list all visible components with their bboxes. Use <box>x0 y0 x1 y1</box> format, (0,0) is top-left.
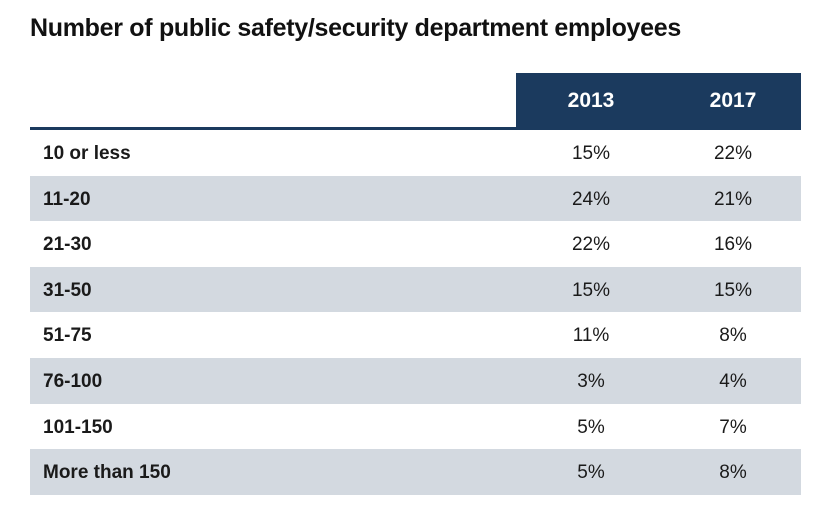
row-label: 11-20 <box>43 188 91 210</box>
table-body: 10 or less 15% 22% 11-20 24% 21% 21-30 22% 16% 31… <box>30 130 801 495</box>
row-label: More than 150 <box>43 462 171 484</box>
value-2013: 15% <box>571 143 611 164</box>
value-2013: 5% <box>577 416 605 438</box>
row-label: 31-50 <box>43 279 92 301</box>
value-2017: 16% <box>713 234 753 256</box>
value-2013: 24% <box>571 188 611 210</box>
column-header-2013: 2013 <box>567 89 615 112</box>
value-2017: 22% <box>713 143 753 164</box>
value-2013: 15% <box>571 279 611 301</box>
row-label: 10 or less <box>43 143 131 164</box>
table-row: 10 or less 15% 22% <box>30 130 801 176</box>
value-2013: 5% <box>577 462 605 484</box>
value-2017: 8% <box>719 462 747 484</box>
value-2013: 11% <box>572 325 610 347</box>
table-row: 31-50 15% 15% <box>30 266 801 313</box>
row-label: 21-30 <box>43 234 92 256</box>
row-label: 76-100 <box>43 370 103 392</box>
value-2013: 22% <box>571 234 611 256</box>
row-label: 101-150 <box>43 416 113 438</box>
value-2013: 3% <box>577 370 605 392</box>
header-divider <box>30 127 801 130</box>
chart-title: Number of public safety/security departm… <box>30 14 681 42</box>
value-2017: 21% <box>713 188 753 210</box>
table-row: More than 150 5% 8% <box>30 449 801 495</box>
column-header-2017: 2017 <box>709 89 757 112</box>
value-2017: 8% <box>719 325 747 347</box>
value-2017: 7% <box>719 416 747 438</box>
table-row: 21-30 22% 16% <box>30 221 801 267</box>
row-label: 51-75 <box>43 325 92 347</box>
table-row: 76-100 3% 4% <box>30 357 801 404</box>
value-2017: 15% <box>713 279 753 301</box>
table-row: 51-75 11% 8% <box>30 312 801 358</box>
header-band <box>516 73 801 128</box>
table-row: 11-20 24% 21% <box>30 175 801 222</box>
table-row: 101-150 5% 7% <box>30 404 801 450</box>
value-2017: 4% <box>719 370 747 392</box>
